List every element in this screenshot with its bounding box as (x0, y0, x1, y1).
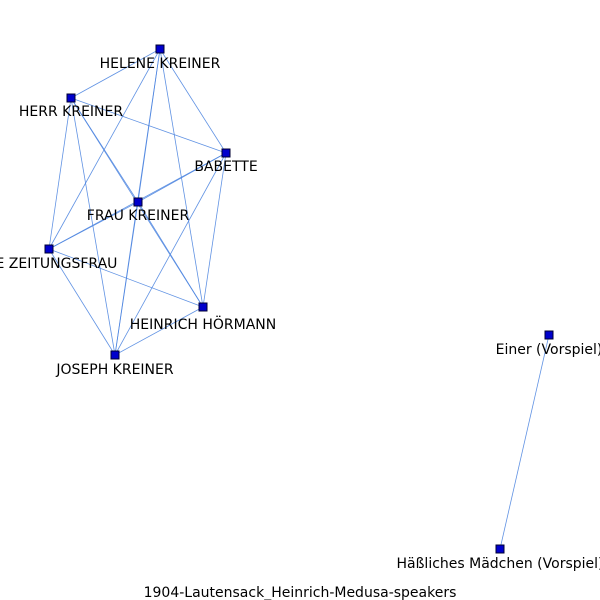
node-label-einer: Einer (Vorspiel) (496, 342, 600, 358)
nodes-layer (44, 44, 554, 554)
edge-babette-heinrich (202, 152, 227, 308)
edge-heinrich-joseph (114, 306, 204, 356)
node-heinrich[interactable] (198, 302, 208, 312)
node-einer[interactable] (544, 330, 554, 340)
edge-frau-heinrich (137, 201, 204, 308)
edge-zeitungsfrau-heinrich (48, 248, 204, 308)
node-label-herr: HERR KREINER (19, 104, 123, 120)
node-herr[interactable] (66, 93, 76, 103)
edges-layer (48, 48, 550, 550)
node-zeitungsfrau[interactable] (44, 244, 54, 254)
node-frau[interactable] (133, 197, 143, 207)
node-label-heinrich: HEINRICH HÖRMANN (130, 315, 276, 333)
node-helene[interactable] (155, 44, 165, 54)
labels-layer: HELENE KREINER HERR KREINER BABETTE FRAU KR… (0, 56, 600, 572)
edge-herr-babette (70, 97, 227, 154)
node-label-frau: FRAU KREINER (87, 208, 190, 224)
edge-einer-haessliches (499, 334, 550, 550)
node-label-babette: BABETTE (194, 159, 257, 175)
edge-helene-zeitungsfrau (48, 48, 161, 250)
node-babette[interactable] (221, 148, 231, 158)
node-label-helene: HELENE KREINER (100, 56, 221, 72)
edge-zeitungsfrau-joseph (48, 248, 116, 356)
edge-frau-zeitungsfrau (48, 201, 139, 250)
node-label-joseph: JOSEPH KREINER (55, 362, 174, 378)
graph-title: 1904-Lautensack_Heinrich-Medusa-speakers (144, 585, 457, 600)
edge-herr-zeitungsfrau (48, 97, 72, 250)
node-label-zeitungsfrau: DIE ZEITUNGSFRAU (0, 256, 117, 272)
edge-herr-joseph (70, 97, 116, 356)
node-haessliches[interactable] (495, 544, 505, 554)
node-joseph[interactable] (110, 350, 120, 360)
edge-helene-herr (70, 48, 161, 99)
edge-helene-babette (159, 48, 227, 154)
node-label-haessliches: Häßliches Mädchen (Vorspiel) (397, 556, 600, 572)
